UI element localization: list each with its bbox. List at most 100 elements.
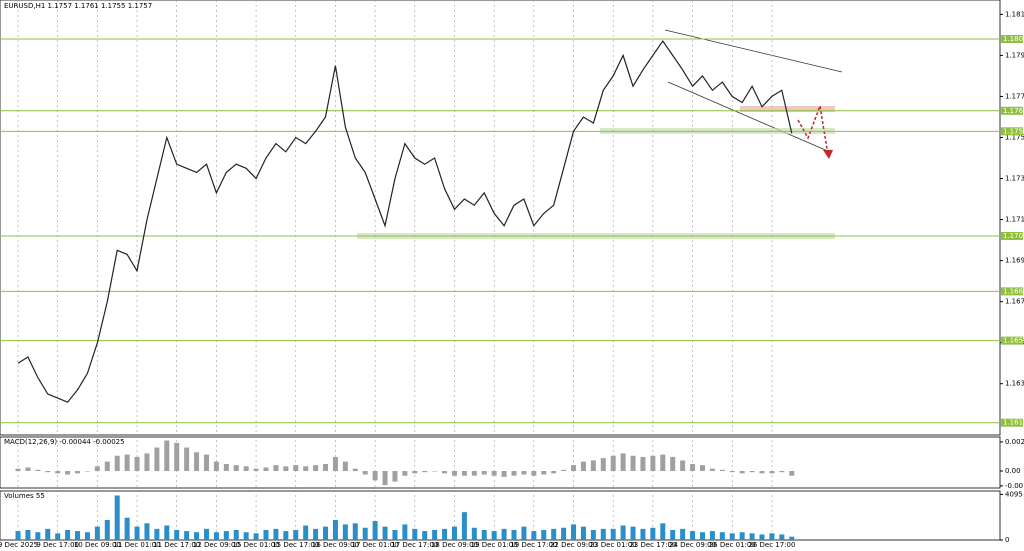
bar <box>313 528 319 540</box>
bar <box>243 466 249 471</box>
bar <box>759 534 765 540</box>
bar <box>412 528 418 540</box>
bar <box>531 531 537 540</box>
x-tick-label: 22 Dec 09:00 <box>550 541 597 549</box>
y-tick-label: 1.1775 <box>1005 92 1024 100</box>
bar <box>779 471 785 473</box>
bar <box>610 455 616 471</box>
bar <box>293 529 299 540</box>
bar <box>690 531 696 540</box>
x-tick-label: 19 Dec 01:00 <box>471 541 518 549</box>
x-tick-label: 12 Dec 09:00 <box>193 541 240 549</box>
bar <box>233 465 239 471</box>
bar <box>323 526 329 540</box>
bar <box>382 526 388 540</box>
bar <box>461 512 467 540</box>
x-tick-label: 24 Dec 09:00 <box>669 541 716 549</box>
bar <box>372 521 378 540</box>
bar <box>789 471 795 476</box>
volume-title: Volumes 55 <box>4 492 45 500</box>
bar <box>600 528 606 540</box>
bar <box>729 471 735 473</box>
bar <box>580 461 586 471</box>
bar <box>75 531 81 540</box>
bar <box>35 532 41 540</box>
bar <box>174 442 180 471</box>
bar <box>749 471 755 473</box>
bar <box>561 527 567 540</box>
bar <box>194 452 200 471</box>
level-label-bg <box>1001 231 1023 240</box>
x-tick-label: 19 Dec 17:00 <box>510 541 557 549</box>
bar <box>451 526 457 540</box>
bar <box>590 460 596 471</box>
bar <box>144 523 150 540</box>
bar <box>650 527 656 540</box>
bar <box>174 529 180 540</box>
bar <box>104 519 110 540</box>
resistance-zone <box>740 106 835 112</box>
bar <box>184 447 190 471</box>
bar <box>84 471 90 472</box>
bar <box>203 528 209 540</box>
level-label: 1.1768 <box>1003 107 1024 115</box>
y-tick-label: 4095 <box>1005 490 1023 498</box>
x-tick-label: 26 Dec 01:00 <box>709 541 756 549</box>
bar <box>164 440 170 471</box>
bar <box>45 528 51 540</box>
bar <box>432 529 438 540</box>
bar <box>630 455 636 471</box>
bar <box>382 471 388 486</box>
bar <box>680 460 686 471</box>
x-tick-label: 23 Dec 17:00 <box>629 541 676 549</box>
bar <box>719 469 725 471</box>
x-tick-label: 9 Dec 2025 <box>0 541 38 549</box>
level-label: 1.1707 <box>1003 232 1024 240</box>
bar <box>45 471 51 473</box>
bar <box>15 468 21 471</box>
bar <box>164 525 170 540</box>
channel-top <box>664 29 843 73</box>
bar <box>699 465 705 471</box>
bar <box>650 455 656 471</box>
y-tick-label: 1.1755 <box>1005 133 1024 141</box>
bar <box>283 466 289 471</box>
level-label: 1.1616 <box>1003 419 1024 427</box>
bar <box>75 471 81 474</box>
price-panel <box>0 0 1001 436</box>
price-line <box>17 39 793 403</box>
bar <box>134 456 140 471</box>
bar <box>660 523 666 540</box>
bar <box>491 471 497 476</box>
bar <box>323 463 329 471</box>
bar <box>263 529 269 540</box>
x-tick-label: 26 Dec 17:00 <box>748 541 795 549</box>
bar <box>521 526 527 540</box>
bar <box>620 525 626 540</box>
y-tick-label: 1.1795 <box>1005 51 1024 59</box>
bar <box>273 465 279 471</box>
bar <box>263 467 269 471</box>
y-tick-label: 0 <box>1005 536 1009 544</box>
level-label-bg <box>1001 287 1023 296</box>
y-tick-label: 1.1635 <box>1005 380 1024 388</box>
bar <box>610 528 616 540</box>
bar <box>332 456 338 471</box>
bar <box>670 529 676 540</box>
bar <box>114 495 120 540</box>
bar <box>442 471 448 474</box>
bar <box>94 466 100 471</box>
y-tick-label: -0.00127 <box>1005 482 1024 490</box>
level-label: 1.1803 <box>1003 35 1024 43</box>
bar <box>541 471 547 475</box>
bar <box>521 471 527 475</box>
bar <box>501 528 507 540</box>
bar <box>769 533 775 540</box>
bar <box>531 471 537 476</box>
bar <box>35 469 41 471</box>
bar <box>283 531 289 540</box>
bar <box>332 519 338 540</box>
bar <box>65 471 71 475</box>
level-label: 1.1656 <box>1003 337 1024 345</box>
chart-title: EURUSD,H1 1.1757 1.1761 1.1755 1.1757 <box>4 2 152 10</box>
